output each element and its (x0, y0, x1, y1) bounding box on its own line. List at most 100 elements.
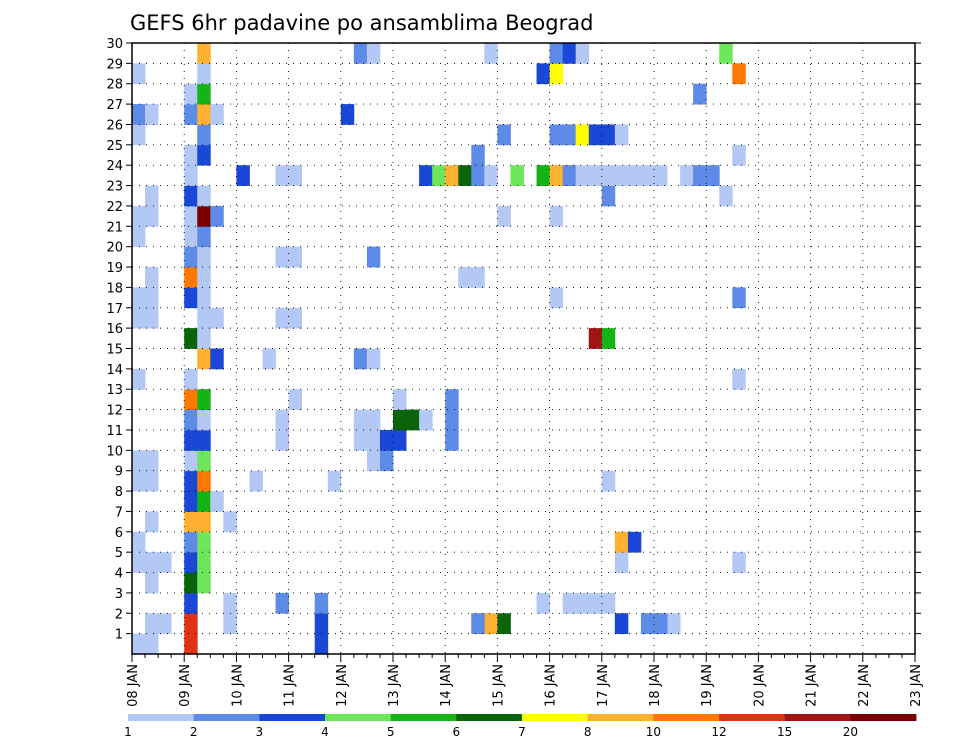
y-tick-label: 9 (115, 465, 123, 480)
heatmap-cell (471, 144, 485, 166)
heatmap-cell (184, 572, 198, 594)
heatmap-cell (197, 450, 211, 472)
heatmap-cell (445, 409, 459, 431)
heatmap-cell (184, 104, 198, 125)
heatmap-cell (680, 165, 694, 186)
heatmap-cell (197, 531, 211, 553)
heatmap-cell (614, 552, 629, 573)
heatmap-cell (197, 348, 211, 370)
heatmap-cell (197, 307, 211, 329)
heatmap-cell (536, 592, 550, 614)
y-tick-label: 23 (106, 180, 123, 195)
x-tick-label: 12 JAN (335, 664, 350, 707)
heatmap-cell (601, 328, 616, 349)
x-tick-label: 17 JAN (596, 664, 611, 707)
heatmap-cell (549, 205, 564, 227)
x-tick-label: 11 JAN (283, 664, 298, 707)
heatmap-cell (197, 104, 211, 125)
heatmap-cell (601, 165, 616, 186)
heatmap-cell (484, 165, 498, 186)
heatmap-cell (588, 165, 603, 186)
y-tick-label: 12 (106, 404, 123, 419)
heatmap-cell (314, 592, 329, 614)
heatmap-cell (145, 633, 159, 655)
y-axis: 1234567891011121314151617181920212223242… (106, 37, 921, 643)
heatmap-cell (184, 267, 198, 288)
heatmap-cell (419, 165, 433, 186)
x-tick-label: 14 JAN (439, 664, 454, 707)
y-tick-label: 26 (106, 118, 123, 133)
heatmap-cell (288, 246, 303, 268)
heatmap-cell (132, 552, 146, 573)
heatmap-cell (184, 368, 198, 390)
heatmap-cell (184, 592, 198, 614)
heatmap-cell (601, 470, 616, 492)
heatmap-cell (145, 572, 159, 594)
colorbar-label: 12 (711, 725, 726, 739)
heatmap-cell (145, 267, 159, 288)
heatmap-cell (549, 63, 564, 85)
heatmap-cell (575, 124, 590, 146)
heatmap-cell (132, 633, 146, 655)
heatmap-cell (719, 43, 733, 64)
heatmap-cell (575, 165, 590, 186)
y-tick-label: 17 (106, 302, 123, 317)
heatmap-cell (706, 165, 720, 186)
heatmap-cell (184, 633, 198, 655)
heatmap-cell (627, 165, 642, 186)
heatmap-cell (536, 63, 550, 85)
heatmap-cell (379, 429, 394, 451)
heatmap-cell (184, 246, 198, 268)
heatmap-cell (549, 165, 564, 186)
heatmap-cell (667, 613, 681, 635)
y-tick-label: 11 (106, 424, 123, 439)
heatmap-cell (366, 450, 381, 472)
heatmap-cell (197, 83, 211, 105)
heatmap-cell (601, 592, 616, 614)
heatmap-cell (393, 429, 407, 451)
heatmap-cell (497, 613, 511, 635)
heatmap-cell (693, 83, 707, 105)
y-tick-label: 15 (106, 343, 123, 358)
heatmap-cell (601, 185, 616, 207)
y-tick-label: 30 (106, 37, 123, 52)
heatmap-cell (275, 592, 289, 614)
colorbar-swatch (259, 714, 326, 721)
y-tick-label: 21 (106, 220, 123, 235)
heatmap-cell (340, 104, 355, 125)
heatmap-cell (184, 389, 198, 410)
y-tick-label: 6 (115, 526, 123, 541)
heatmap-cell (458, 165, 472, 186)
heatmap-cell (184, 165, 198, 186)
heatmap-cell (614, 613, 629, 635)
heatmap-cell (132, 205, 146, 227)
heatmap-cell (484, 43, 498, 64)
heatmap-cell (288, 165, 303, 186)
colorbar-label: 7 (518, 725, 526, 739)
heatmap-cell (197, 246, 211, 268)
heatmap-cell (275, 429, 289, 451)
heatmap-cell (366, 429, 381, 451)
colorbar-swatch (522, 714, 589, 721)
heatmap-cell (393, 389, 407, 410)
y-tick-label: 3 (115, 587, 123, 602)
heatmap-cell (145, 185, 159, 207)
heatmap-cell (484, 613, 498, 635)
heatmap-cell (249, 470, 263, 492)
heatmap-cell (497, 124, 511, 146)
heatmap-cell (132, 124, 146, 146)
y-tick-label: 22 (106, 200, 123, 215)
x-axis: 08 JAN 09 JAN 10 JAN 11 JAN 12 JAN 13 JAN 14 J… (126, 654, 924, 707)
heatmap-cell (366, 246, 381, 268)
heatmap-cell (445, 389, 459, 410)
heatmap-cell (314, 613, 329, 635)
heatmap-cell (132, 63, 146, 85)
heatmap-cell (197, 205, 211, 227)
heatmap-cell (719, 185, 733, 207)
heatmap-cell (132, 470, 146, 492)
heatmap-cell (353, 429, 368, 451)
heatmap-cell (197, 226, 211, 248)
heatmap-cell (654, 613, 668, 635)
heatmap-cell (184, 185, 198, 207)
heatmap-cell (236, 165, 250, 186)
